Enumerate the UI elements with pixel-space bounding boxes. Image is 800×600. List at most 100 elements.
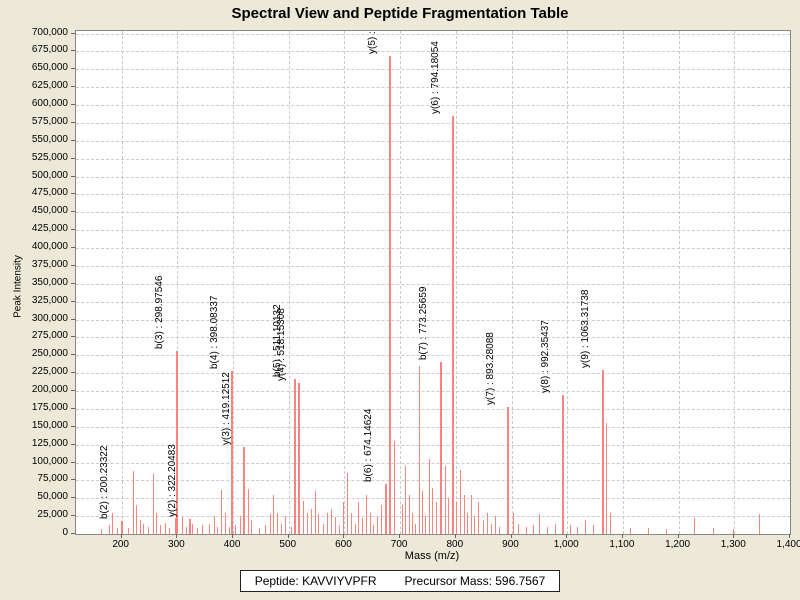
gridline-horizontal <box>76 462 790 464</box>
spectrum-peak <box>259 527 261 534</box>
gridline-horizontal <box>76 122 790 124</box>
spectrum-peak <box>666 529 668 534</box>
peptide-info-box: Peptide: KAVVIYVPFR Precursor Mass: 596.… <box>239 570 561 592</box>
spectrum-peak <box>174 518 176 534</box>
x-tick-label: 900 <box>502 539 519 550</box>
x-axis-tick <box>621 534 623 538</box>
y-axis-tick <box>71 318 75 320</box>
spectrum-peak <box>310 509 312 534</box>
y-axis-tick <box>71 157 75 159</box>
fragment-label: b(6) : 674.14624 <box>362 408 374 482</box>
spectrum-peak <box>487 512 488 534</box>
y-tick-label: 25,000 <box>37 509 68 521</box>
spectrum-peak <box>251 519 253 534</box>
y-axis-tick <box>71 336 75 338</box>
spectrum-peak <box>429 458 431 534</box>
spectrum-peak <box>421 491 423 534</box>
spectrum-peak <box>478 501 480 534</box>
spectrum-peak <box>467 512 468 534</box>
spectrum-peak <box>585 519 586 534</box>
spectrum-peak <box>112 512 114 534</box>
spectrum-peak <box>269 514 271 534</box>
spectrum-peak <box>499 526 501 534</box>
spectrum-peak <box>470 494 472 534</box>
x-axis-title: Mass (m/z) <box>404 550 460 562</box>
gridline-horizontal <box>76 230 790 232</box>
gridline-horizontal <box>76 319 790 321</box>
spectrum-peak <box>338 525 340 534</box>
spectrum-peak <box>239 516 241 534</box>
spectrum-peak <box>216 526 218 534</box>
spectrum-peak <box>444 466 446 534</box>
fragment-peak <box>188 519 191 534</box>
x-axis-tick <box>176 534 178 538</box>
gridline-horizontal <box>76 337 790 339</box>
gridline-horizontal <box>76 105 790 106</box>
spectrum-peak <box>169 527 170 534</box>
fragment-label: b(2) : 200.23322 <box>98 445 110 520</box>
x-tick-label: 200 <box>112 539 129 550</box>
spectrum-peak <box>281 524 282 534</box>
gridline-vertical <box>511 31 513 534</box>
spectrum-peak <box>136 505 138 534</box>
y-tick-label: 225,000 <box>31 366 68 378</box>
gridline-vertical <box>121 31 123 534</box>
gridline-horizontal <box>76 69 790 71</box>
y-axis-tick <box>71 121 75 123</box>
spectrum-peak <box>570 525 571 534</box>
spectrum-peak <box>732 529 734 534</box>
spectrum-peak <box>248 489 250 534</box>
gridline-horizontal <box>76 426 790 428</box>
spectrum-peak <box>229 526 231 534</box>
y-tick-label: 325,000 <box>31 294 68 306</box>
gridline-vertical <box>233 31 235 534</box>
spectrum-peak <box>335 516 336 534</box>
y-axis-tick <box>71 175 75 177</box>
y-tick-label: 400,000 <box>31 241 68 252</box>
x-axis-tick <box>454 534 456 538</box>
fragment-peak <box>562 395 564 534</box>
spectrum-peak <box>369 512 371 534</box>
spectrum-peak <box>494 516 496 534</box>
footer: Peptide: KAVVIYVPFR Precursor Mass: 596.… <box>0 570 800 592</box>
x-tick-label: 400 <box>223 539 241 550</box>
x-axis-tick <box>232 534 234 538</box>
y-tick-label: 300,000 <box>31 312 68 324</box>
gridline-vertical <box>455 31 457 534</box>
fragment-peak <box>388 56 391 534</box>
spectrum-peak <box>425 516 427 534</box>
spectrum-peak <box>197 527 199 534</box>
spectrum-peak <box>490 524 492 534</box>
fragment-label: y(7) : 893.28088 <box>484 331 496 405</box>
y-tick-label: 75,000 <box>37 473 68 485</box>
spectrum-peak <box>276 512 278 534</box>
spectrum-peak <box>518 524 520 534</box>
spectrum-peak <box>361 518 363 534</box>
y-tick-label: 500,000 <box>31 169 68 181</box>
gridline-horizontal <box>76 265 790 267</box>
gridline-horizontal <box>76 158 790 160</box>
y-axis-tick <box>71 479 75 481</box>
y-tick-label: 625,000 <box>31 80 68 92</box>
spectrum-peak <box>605 423 607 534</box>
y-tick-label: 250,000 <box>31 348 68 360</box>
gridline-horizontal <box>76 373 790 375</box>
spectrum-peak <box>192 524 194 534</box>
fragment-label: y(3) : 419.12512 <box>220 371 232 445</box>
spectrum-peak <box>411 512 413 534</box>
spectrum-peak <box>405 466 407 534</box>
gridline-vertical <box>344 31 346 534</box>
y-tick-label: 450,000 <box>31 205 68 217</box>
spectrum-peak <box>365 494 367 534</box>
spectrum-peak <box>418 366 420 534</box>
spectrum-peak <box>101 529 103 534</box>
x-axis-tick <box>343 534 345 538</box>
spectrum-peak <box>221 489 223 534</box>
spectrum-peak <box>225 512 227 534</box>
y-axis-tick <box>71 104 75 105</box>
spectrum-peak <box>415 524 417 534</box>
y-axis-tick <box>71 390 75 391</box>
spectrum-peak <box>273 494 275 534</box>
gridline-horizontal <box>76 140 790 142</box>
spectrum-peak <box>357 501 359 534</box>
